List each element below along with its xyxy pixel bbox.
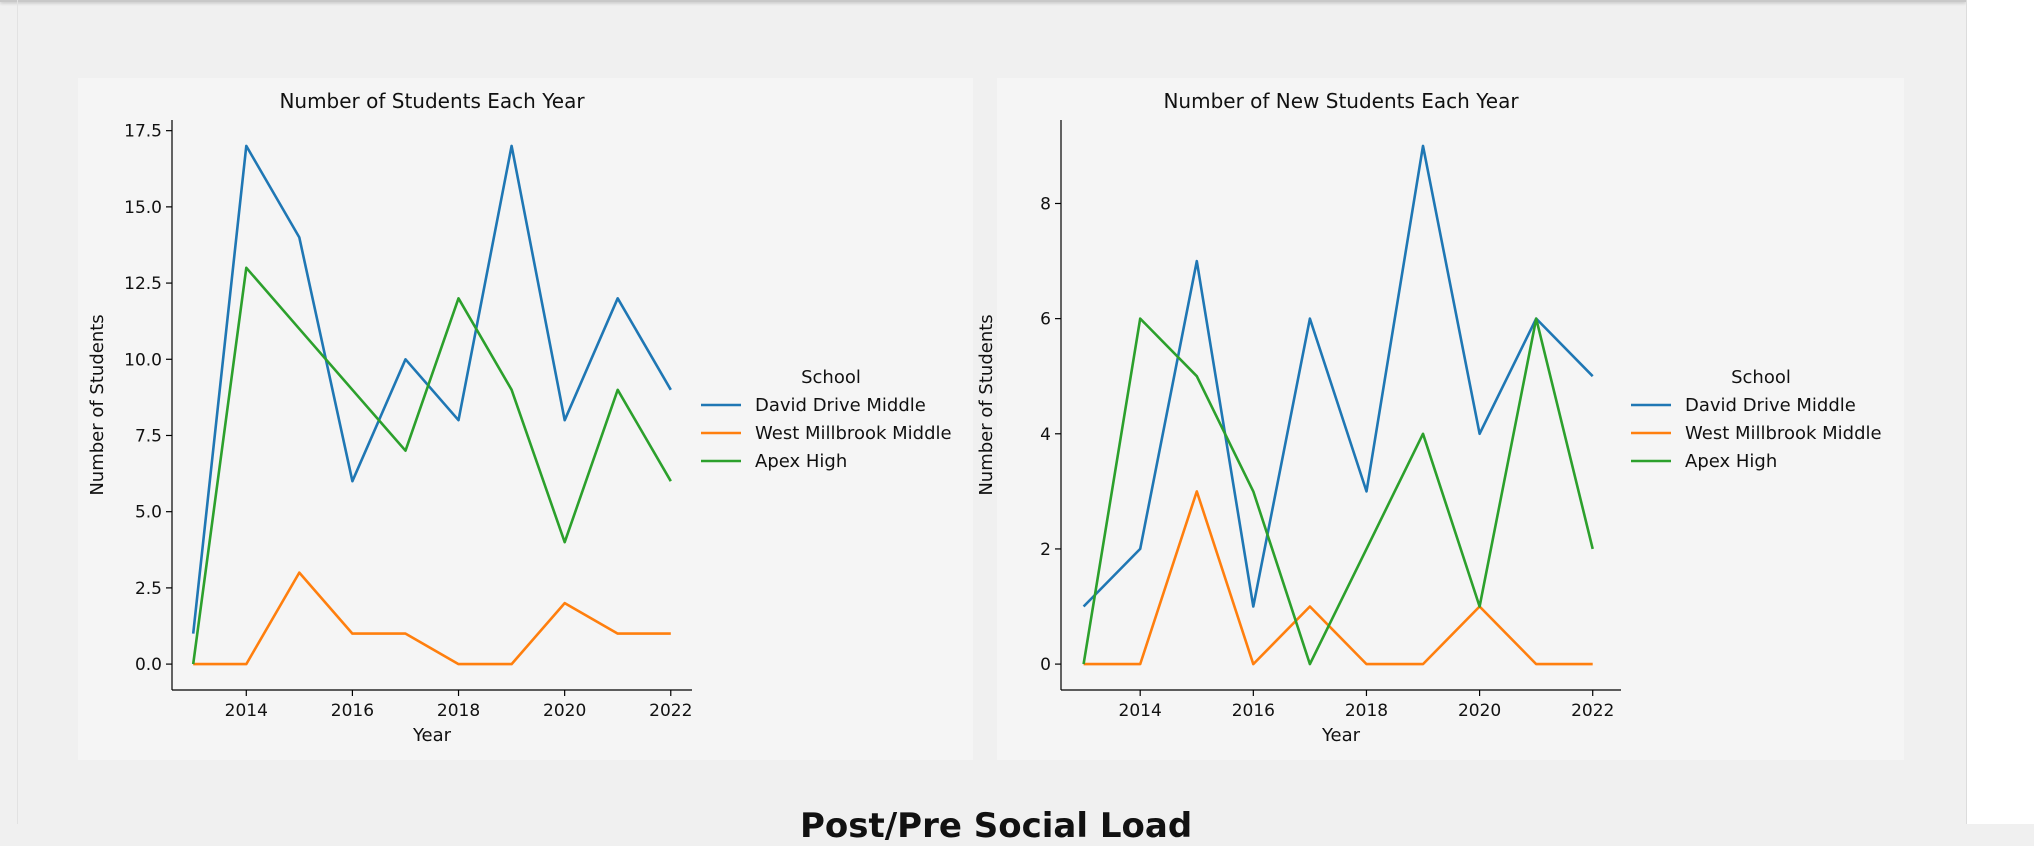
y-tick-label: 2.5 [135, 579, 162, 599]
y-tick-label: 0 [1040, 655, 1051, 675]
legend-entry: West Millbrook Middle [755, 423, 952, 444]
x-tick-label: 2014 [225, 701, 268, 721]
page-scroll-gutter[interactable] [1966, 0, 2034, 824]
legend-entry: West Millbrook Middle [1685, 423, 1882, 444]
series-line-apex-high [1082, 317, 1594, 666]
chart-panel-new-students: Number of New Students Each Year 0 2 4 6 8 201… [976, 78, 1904, 760]
x-tick-label: 2022 [649, 701, 692, 721]
x-tick-label: 2014 [1119, 701, 1162, 721]
section-heading: Post/Pre Social Load [800, 806, 1193, 846]
x-tick-label: 2016 [331, 701, 374, 721]
y-axis-label: Number of Students [87, 314, 108, 495]
series-line-apex-high [191, 266, 672, 665]
series-line-west-millbrook-middle [1083, 490, 1593, 666]
x-tick-label: 2016 [1232, 701, 1275, 721]
top-toolbar-edge [0, 0, 1966, 2]
chart-title: Number of Students Each Year [279, 89, 585, 113]
y-axis-label: Number of Students [976, 314, 997, 495]
series-line-david-drive-middle [1082, 144, 1594, 608]
y-tick-label: 6 [1040, 310, 1051, 330]
y-tick-label: 0.0 [135, 655, 162, 675]
chart-students-each-year: Number of Students Each Year 0.0 2.5 5.0 7.5… [87, 89, 952, 746]
legend-entry: Apex High [1685, 451, 1777, 472]
x-tick-label: 2018 [437, 701, 480, 721]
legend-entry: David Drive Middle [1685, 395, 1856, 416]
legend-title: School [801, 367, 861, 388]
y-tick-label: 10.0 [124, 350, 162, 370]
legend-entry: David Drive Middle [755, 395, 926, 416]
y-tick-label: 15.0 [124, 198, 162, 218]
y-tick-label: 8 [1040, 194, 1051, 214]
chart-panel-students: Number of Students Each Year 0.0 2.5 5.0 7.5… [78, 78, 973, 760]
chart-new-students-each-year: Number of New Students Each Year 0 2 4 6 8 201… [976, 89, 1882, 746]
series-line-west-millbrook-middle [193, 571, 671, 666]
y-tick-label: 12.5 [124, 274, 162, 294]
x-tick-label: 2020 [1458, 701, 1501, 721]
y-tick-label: 7.5 [135, 426, 162, 446]
x-axis-label: Year [412, 725, 452, 746]
legend-entry: Apex High [755, 451, 847, 472]
y-tick-label: 4 [1040, 425, 1051, 445]
y-tick-label: 17.5 [124, 122, 162, 142]
page-left-edge [17, 0, 18, 824]
y-tick-label: 5.0 [135, 503, 162, 523]
x-axis-label: Year [1321, 725, 1361, 746]
y-tick-label: 2 [1040, 540, 1051, 560]
x-tick-label: 2022 [1571, 701, 1614, 721]
x-tick-label: 2020 [543, 701, 586, 721]
chart-title: Number of New Students Each Year [1163, 89, 1519, 113]
x-tick-label: 2018 [1345, 701, 1388, 721]
series-line-david-drive-middle [191, 144, 672, 634]
legend-title: School [1731, 367, 1791, 388]
